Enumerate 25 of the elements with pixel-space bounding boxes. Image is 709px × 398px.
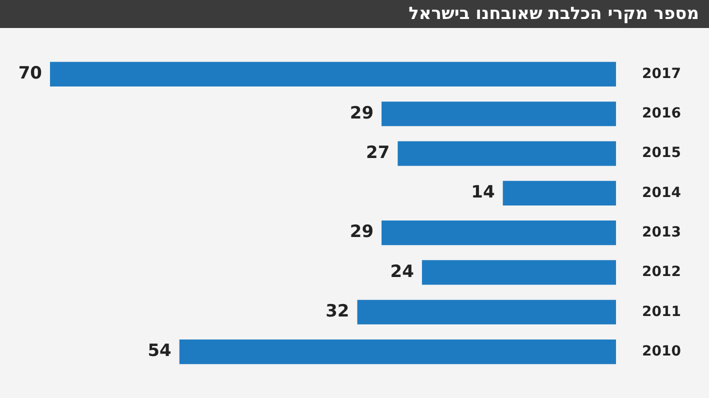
data-label: 29: [350, 222, 374, 242]
bar: [179, 339, 616, 364]
chart-title: מספר מקרי הכלבת שאובחנו בישראל: [0, 0, 709, 28]
y-tick-label: 2012: [642, 264, 682, 280]
bar: [382, 102, 616, 126]
data-label: 24: [390, 262, 414, 282]
data-label: 32: [326, 302, 350, 322]
y-tick-label: 2013: [642, 224, 682, 240]
bar: [382, 220, 616, 246]
data-label: 54: [148, 341, 172, 362]
y-tick-label: 2016: [642, 106, 682, 122]
bar: [398, 141, 616, 166]
y-tick-label: 2010: [642, 343, 682, 360]
bar: [502, 180, 616, 206]
bar: [50, 62, 616, 87]
bar: [357, 300, 616, 324]
bar: [422, 260, 616, 285]
data-label: 14: [471, 182, 495, 203]
data-label: 27: [366, 142, 390, 163]
data-label: 29: [350, 103, 374, 124]
data-label: 70: [18, 64, 42, 84]
y-tick-label: 2011: [642, 304, 682, 320]
y-tick-label: 2015: [642, 145, 682, 162]
y-tick-label: 2014: [642, 184, 682, 201]
y-tick-label: 2017: [642, 66, 682, 82]
